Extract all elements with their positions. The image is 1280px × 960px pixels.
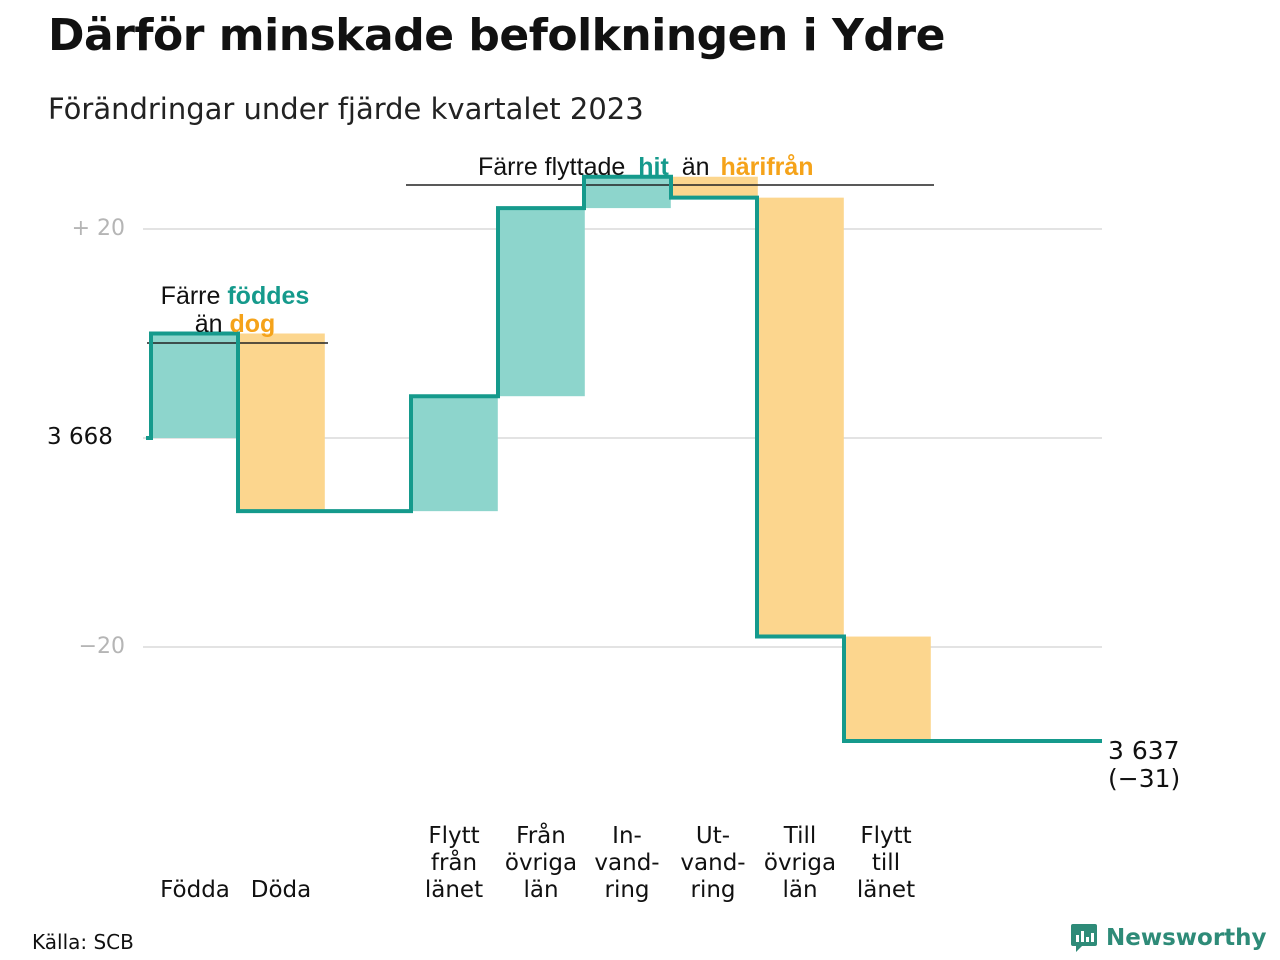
moves-middle: än xyxy=(681,153,710,181)
running-total-line xyxy=(146,174,1102,744)
births-middle: än xyxy=(194,310,223,338)
chart-subtitle: Förändringar under fjärde kvartalet 2023 xyxy=(48,92,644,126)
category-label-line: från xyxy=(430,850,478,876)
category-label-line: övriga xyxy=(763,850,837,876)
category-label-line: Döda xyxy=(250,877,312,903)
category-label-line: ring xyxy=(690,877,736,903)
bar-flytt-från-länet xyxy=(411,396,498,512)
category-label: Födda xyxy=(140,877,250,904)
moves-word-hit: hit xyxy=(638,153,669,181)
moves-annotation: Färre flyttade hit än härifrån xyxy=(478,153,814,182)
bar-födda xyxy=(151,333,238,438)
category-label: Till övriga län xyxy=(745,823,855,904)
bar-döda xyxy=(238,333,325,512)
births-word-fodda: föddes xyxy=(227,282,310,310)
y-tick-label: −20 xyxy=(78,634,125,659)
births-annotation: Färre föddes än dog xyxy=(150,282,320,338)
births-prefix: Färre xyxy=(160,282,221,310)
end-change: (−31) xyxy=(1108,764,1181,793)
category-label-line: län xyxy=(782,877,818,903)
category-label-line: Födda xyxy=(160,877,230,903)
moves-word-harifran: härifrån xyxy=(720,153,814,181)
chart-title: Därför minskade befolkningen i Ydre xyxy=(48,10,945,61)
category-label: Döda xyxy=(226,877,336,904)
category-label-line: Ut- xyxy=(695,823,731,849)
category-label-line: övriga xyxy=(504,850,578,876)
bar-till-övriga-län xyxy=(757,197,844,637)
bar-layer xyxy=(151,176,931,742)
category-label-line: Flytt xyxy=(860,823,912,849)
category-label-line: länet xyxy=(424,877,484,903)
category-label-line: till xyxy=(871,850,901,876)
category-label: In-vand-ring xyxy=(572,823,682,904)
bar-ut-vand-ring xyxy=(671,176,758,198)
category-label-line: Flytt xyxy=(428,823,480,849)
category-label-line: län xyxy=(523,877,559,903)
category-label-line: Från xyxy=(516,823,566,849)
y-tick-label: + 20 xyxy=(71,216,125,241)
category-label: Flytt till länet xyxy=(831,823,941,904)
category-label-line: In- xyxy=(612,823,642,849)
newsworthy-logo-icon xyxy=(1071,924,1097,952)
category-label-line: ring xyxy=(604,877,650,903)
source-note: Källa: SCB xyxy=(32,930,134,954)
category-label: Från övriga län xyxy=(486,823,596,904)
start-value-label: 3 668 xyxy=(47,424,113,450)
brand-name: Newsworthy xyxy=(1106,925,1267,951)
category-label-line: länet xyxy=(856,877,916,903)
category-label: Ut-vand-ring xyxy=(658,823,768,904)
end-value-label: 3 637 (−31) xyxy=(1108,737,1180,793)
bar-flytt-till-länet xyxy=(844,636,931,742)
category-label-line: Till xyxy=(783,823,817,849)
category-label-line: vand- xyxy=(594,850,660,876)
category-label: Flytt från länet xyxy=(399,823,509,904)
category-label-line: vand- xyxy=(680,850,746,876)
end-total: 3 637 xyxy=(1108,736,1180,765)
brand-logo: Newsworthy xyxy=(1070,922,1267,954)
bar-från-övriga-län xyxy=(498,208,585,397)
moves-prefix: Färre flyttade xyxy=(478,153,626,181)
bar-in-vand-ring xyxy=(584,176,671,209)
births-word-doda: dog xyxy=(229,310,276,338)
